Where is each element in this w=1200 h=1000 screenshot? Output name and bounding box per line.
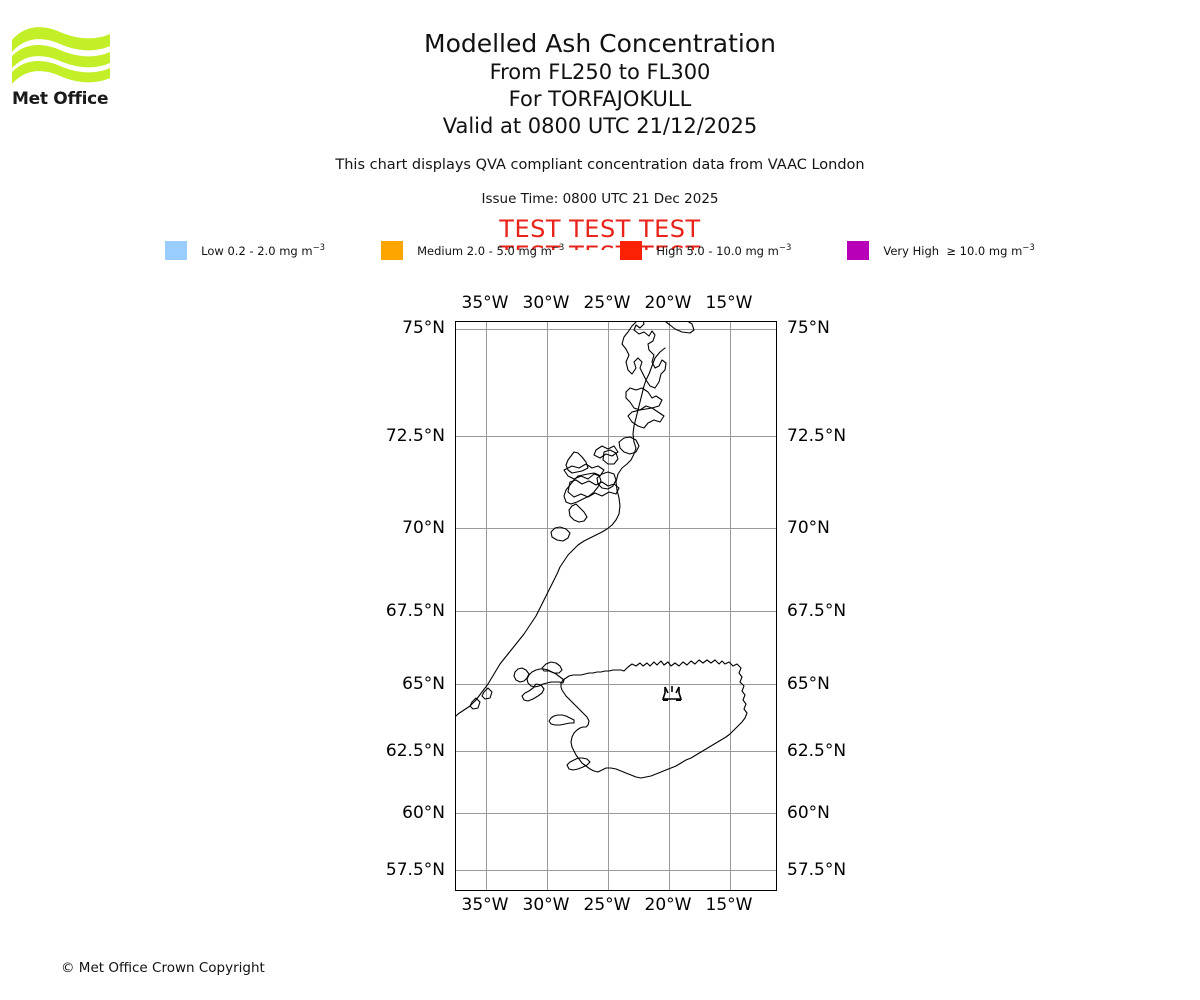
legend-exp-low: −3 <box>312 242 326 253</box>
qva-compliance-note: This chart displays QVA compliant concen… <box>335 157 865 173</box>
title-volcano: For TORFAJOKULL <box>508 87 692 111</box>
volcano-icon[interactable] <box>661 686 683 701</box>
lat-tick-right-7: 57.5°N <box>787 860 847 880</box>
lon-tick-top-1: 30°W <box>522 293 570 313</box>
lat-tick-left-5: 62.5°N <box>385 741 445 761</box>
legend-text-medium: Medium <box>417 243 464 258</box>
legend-item-high[interactable]: High 5.0 - 10.0 mg m−3 <box>620 241 791 260</box>
chart-title-block: Modelled Ash Concentration From FL250 to… <box>0 28 1200 140</box>
map-plot-area[interactable] <box>455 321 777 891</box>
lat-tick-right-5: 62.5°N <box>787 741 847 761</box>
copyright-text: © Met Office Crown Copyright <box>61 960 265 976</box>
legend-text-very-high: Very High <box>883 243 940 258</box>
legend-item-low[interactable]: Low 0.2 - 2.0 mg m−3 <box>165 241 325 260</box>
lat-tick-left-2: 70°N <box>402 518 445 538</box>
title-valid-time: Valid at 0800 UTC 21/12/2025 <box>442 114 758 138</box>
greenland-coastline <box>456 322 695 717</box>
test-banner-overflow: TEST TEST TEST <box>0 241 1200 250</box>
lat-tick-left-4: 65°N <box>402 674 445 694</box>
met-office-waves-icon <box>12 27 110 84</box>
lat-tick-left-0: 75°N <box>402 318 445 338</box>
legend-item-medium[interactable]: Medium 2.0 - 5.0 mg m−3 <box>381 241 564 260</box>
logo-wordmark: Met Office <box>12 89 109 109</box>
legend-swatch-high <box>620 241 643 260</box>
met-office-logo: Met Office <box>12 26 112 111</box>
legend-exp-medium: −3 <box>551 242 565 253</box>
legend-label-medium: Medium 2.0 - 5.0 mg m−3 <box>417 242 565 258</box>
lat-tick-right-3: 67.5°N <box>787 601 847 621</box>
legend-unit-low: mg m <box>279 243 313 258</box>
legend-exp-high: −3 <box>778 242 792 253</box>
lat-tick-right-0: 75°N <box>787 318 830 338</box>
lon-tick-top-0: 35°W <box>461 293 509 313</box>
lat-tick-left-7: 57.5°N <box>385 860 445 880</box>
legend-range-low: 0.2 - 2.0 <box>227 243 276 258</box>
lat-tick-right-4: 65°N <box>787 674 830 694</box>
legend-swatch-very-high <box>847 241 870 260</box>
legend-label-high: High 5.0 - 10.0 mg m−3 <box>656 242 792 258</box>
lat-tick-left-6: 60°N <box>402 803 445 823</box>
lon-tick-bottom-3: 20°W <box>644 895 692 915</box>
legend-unit-very-high: mg m <box>988 243 1023 258</box>
legend-unit-high: mg m <box>745 243 779 258</box>
lon-tick-bottom-4: 15°W <box>705 895 753 915</box>
test-banner: TEST TEST TEST <box>499 215 701 243</box>
lat-tick-right-2: 70°N <box>787 518 830 538</box>
lon-tick-top-2: 25°W <box>583 293 631 313</box>
lon-tick-top-3: 20°W <box>644 293 692 313</box>
concentration-legend: Low 0.2 - 2.0 mg m−3 Medium 2.0 - 5.0 mg… <box>0 241 1200 260</box>
iceland-coastline <box>513 659 748 779</box>
ash-concentration-map[interactable] <box>455 321 777 891</box>
lat-tick-left-1: 72.5°N <box>385 426 445 446</box>
lat-tick-right-1: 72.5°N <box>787 426 847 446</box>
lon-tick-bottom-1: 30°W <box>522 895 570 915</box>
issue-time-text: Issue Time: 0800 UTC 21 Dec 2025 <box>481 191 719 207</box>
title-flight-levels: From FL250 to FL300 <box>489 60 711 84</box>
legend-swatch-medium <box>381 241 404 260</box>
legend-label-low: Low 0.2 - 2.0 mg m−3 <box>201 242 326 258</box>
legend-text-high: High <box>656 243 683 258</box>
legend-exp-very-high: −3 <box>1022 242 1035 253</box>
map-gridlines <box>456 322 776 890</box>
legend-text-low: Low <box>201 243 224 258</box>
lon-tick-top-4: 15°W <box>705 293 753 313</box>
legend-item-very-high[interactable]: Very High ≥ 10.0 mg m−3 <box>847 241 1035 260</box>
lon-tick-bottom-2: 25°W <box>583 895 631 915</box>
page-title: Modelled Ash Concentration <box>424 29 776 58</box>
lat-tick-left-3: 67.5°N <box>385 601 445 621</box>
legend-swatch-low <box>165 241 188 260</box>
lon-tick-bottom-0: 35°W <box>461 895 509 915</box>
legend-label-very-high: Very High ≥ 10.0 mg m−3 <box>883 242 1035 258</box>
map-canvas <box>456 322 776 890</box>
legend-range-very-high: ≥ 10.0 <box>946 243 986 258</box>
legend-range-high: 5.0 - 10.0 <box>686 243 742 258</box>
lat-tick-right-6: 60°N <box>787 803 830 823</box>
legend-unit-medium: mg m <box>518 243 552 258</box>
legend-range-medium: 2.0 - 5.0 <box>466 243 515 258</box>
